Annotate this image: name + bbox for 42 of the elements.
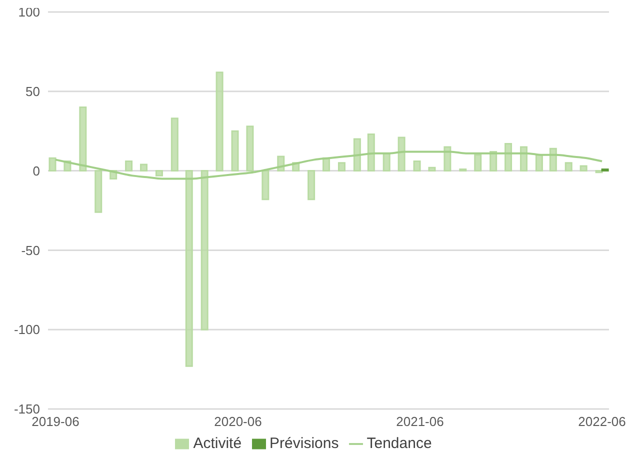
y-tick-label: -50 — [21, 242, 40, 258]
bar — [413, 160, 421, 172]
bar — [308, 170, 316, 200]
bar — [338, 162, 346, 172]
bar — [444, 146, 452, 172]
bar — [398, 136, 406, 172]
x-tick-label: 2022-06 — [578, 414, 626, 430]
legend-label: Tendance — [366, 435, 432, 452]
bar — [231, 130, 239, 172]
x-tick-label: 2021-06 — [396, 414, 444, 430]
y-tick-label: 50 — [26, 84, 40, 100]
bar — [262, 170, 270, 200]
bar — [564, 162, 572, 172]
bar — [353, 138, 361, 172]
bar — [170, 118, 178, 172]
bar — [474, 154, 482, 172]
bar — [246, 126, 254, 172]
bar — [580, 165, 588, 172]
bar — [216, 72, 224, 172]
y-tick-label: -100 — [14, 322, 40, 338]
x-tick-label: 2019-06 — [32, 414, 80, 430]
bar — [125, 160, 133, 172]
bar — [200, 170, 208, 330]
x-tick-label: 2020-06 — [214, 414, 262, 430]
bar — [535, 154, 543, 172]
bar — [367, 134, 375, 172]
bar — [155, 170, 163, 176]
legend-label: Prévisions — [270, 435, 339, 452]
bar — [94, 170, 102, 213]
legend-label: Activité — [193, 435, 242, 452]
y-tick-label: 0 — [32, 163, 40, 178]
bar — [382, 152, 390, 172]
y-tick-label: -150 — [14, 402, 40, 417]
bar — [79, 106, 87, 172]
bar — [185, 170, 193, 367]
line-series — [54, 150, 604, 180]
bar — [549, 148, 557, 172]
bar — [48, 157, 56, 172]
bar — [140, 164, 148, 172]
bar — [520, 146, 528, 172]
bar — [428, 166, 436, 172]
bar — [504, 143, 512, 172]
